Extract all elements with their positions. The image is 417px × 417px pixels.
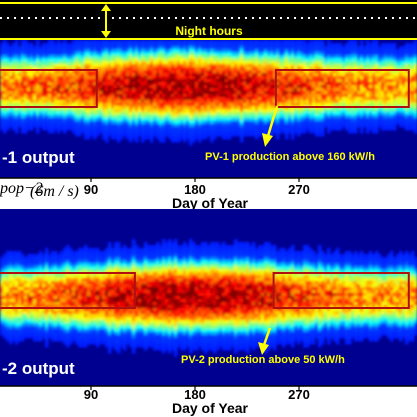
- highlight-box: [272, 272, 410, 309]
- tick-label: 270: [288, 387, 310, 402]
- bottom-heatmap: [0, 239, 417, 357]
- formula-main: (6m / s): [30, 183, 79, 200]
- highlight-box: [0, 272, 136, 309]
- bottom-highlight-boxes: [0, 272, 410, 309]
- top-highlight-boxes: [0, 69, 410, 108]
- top-tick-labels: 90 180 270: [84, 178, 310, 197]
- annotation-arrow-icon: [258, 327, 272, 355]
- bottom-panel: PV-2 production above 50 kW/h -2 output: [0, 209, 417, 386]
- bottom-xlabel: Day of Year: [172, 400, 249, 416]
- night-hours-label: Night hours: [175, 24, 243, 38]
- tick-label: 180: [184, 387, 206, 402]
- annotation-arrow-icon: [262, 105, 279, 147]
- bottom-annotation: PV-2 production above 50 kW/h: [181, 354, 345, 366]
- formula-fragment: pop−2: [0, 180, 43, 197]
- top-xlabel: Day of Year: [172, 195, 249, 211]
- top-panel: Night hours PV-1 production above 160 kW…: [0, 0, 417, 178]
- tick-label: 270: [288, 182, 310, 197]
- highlight-box: [274, 69, 410, 108]
- top-axis: pop−2 (6m / s) 90 180 270 Day of Year: [0, 177, 417, 211]
- top-heatmap: [0, 40, 417, 146]
- tick-label: 180: [184, 182, 206, 197]
- highlight-box: [0, 69, 98, 108]
- top-annotation: PV-1 production above 160 kW/h: [205, 151, 375, 163]
- night-hours-band: [0, 0, 417, 40]
- tick-label: 90: [84, 182, 98, 197]
- double-arrow-icon: [101, 4, 111, 38]
- tick-label: 90: [84, 387, 98, 402]
- bottom-axis: 90 180 270 Day of Year: [0, 385, 417, 417]
- bottom-output-label: -2 output: [2, 359, 75, 378]
- top-output-label: -1 output: [2, 148, 75, 167]
- bottom-tick-labels: 90 180 270: [84, 386, 310, 402]
